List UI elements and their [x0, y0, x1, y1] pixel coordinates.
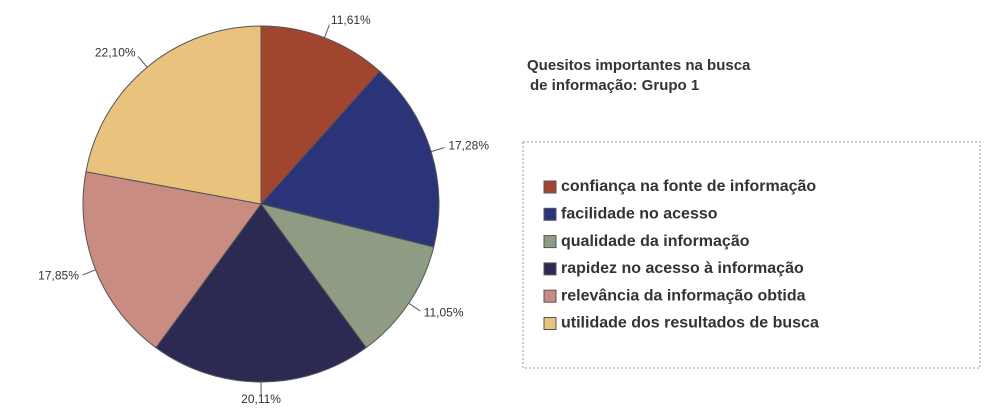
leader-line [83, 270, 96, 275]
legend-box [523, 142, 980, 368]
data-label: 11,61% [331, 13, 371, 27]
legend-swatch [544, 236, 556, 248]
legend-swatch [544, 208, 556, 220]
data-label: 22,10% [95, 46, 136, 60]
data-label: 17,28% [448, 139, 489, 153]
legend-swatch [544, 263, 556, 275]
leader-line [409, 303, 421, 311]
legend-swatch [544, 318, 556, 330]
legend-label: qualidade da informação [561, 233, 750, 250]
leader-line [431, 148, 444, 152]
legend-label: relevância da informação obtida [561, 287, 806, 304]
data-label: 17,85% [38, 269, 79, 283]
chart-title: Quesitos importantes na busca [527, 57, 751, 74]
leader-line [324, 25, 329, 38]
legend-label: rapidez no acesso à informação [561, 260, 804, 277]
chart-title: de informação: Grupo 1 [530, 77, 699, 94]
legend-label: confiança na fonte de informação [561, 178, 816, 195]
legend-swatch [544, 290, 556, 302]
data-label: 20,11% [241, 392, 281, 406]
legend-swatch [544, 181, 556, 193]
data-label: 11,05% [424, 305, 464, 319]
leader-line [138, 56, 147, 67]
legend-label: utilidade dos resultados de busca [561, 315, 819, 332]
legend-label: facilidade no acesso [561, 206, 718, 223]
